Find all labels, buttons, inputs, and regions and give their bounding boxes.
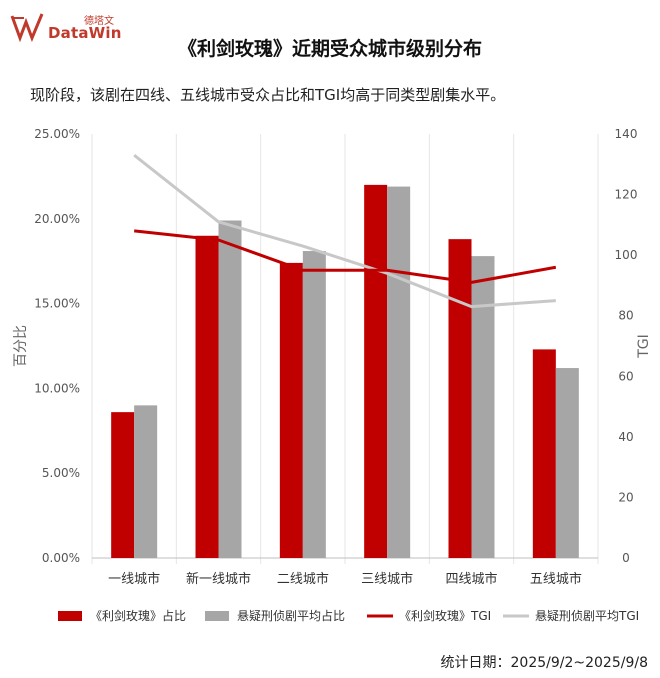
bar bbox=[111, 412, 135, 558]
plot-area: 0.00% 5.00% 10.00% 15.00% 20.00% 25.00% 0 20 40 6… bbox=[34, 127, 637, 587]
bar bbox=[532, 349, 556, 558]
y-tick-left: 20.00% bbox=[34, 212, 80, 226]
x-tick-label: 新一线城市 bbox=[186, 571, 251, 587]
bar bbox=[387, 186, 411, 559]
legend-swatch bbox=[58, 611, 82, 621]
y-tick-left: 15.00% bbox=[34, 297, 80, 311]
bar bbox=[195, 235, 219, 558]
y-tick-left: 10.00% bbox=[34, 381, 80, 395]
legend-label: 悬疑刑侦剧平均占比 bbox=[237, 608, 345, 623]
y-tick-right: 40 bbox=[618, 430, 633, 444]
y-tick-right: 120 bbox=[615, 188, 638, 202]
brand-name: DataWin bbox=[48, 24, 122, 42]
y-tick-right: 0 bbox=[622, 551, 630, 565]
bar bbox=[279, 262, 303, 558]
legend-label: 《利剑玫瑰》TGI bbox=[399, 608, 491, 623]
y-tick-right: 60 bbox=[618, 369, 633, 383]
x-tick-label: 四线城市 bbox=[445, 571, 497, 587]
chart-title: 《利剑玫瑰》近期受众城市级别分布 bbox=[177, 38, 482, 60]
legend-swatch bbox=[205, 611, 229, 621]
bar bbox=[471, 256, 495, 558]
x-tick-label: 一线城市 bbox=[108, 571, 160, 587]
bar bbox=[448, 239, 472, 559]
y-tick-left: 25.00% bbox=[34, 127, 80, 141]
chart-subtitle: 现阶段，该剧在四线、五线城市受众占比和TGI均高于同类型剧集水平。 bbox=[30, 86, 506, 104]
legend: 《利剑玫瑰》占比 悬疑刑侦剧平均占比 《利剑玫瑰》TGI 悬疑刑侦剧平均TGI bbox=[58, 608, 639, 623]
bar bbox=[134, 405, 158, 558]
series-line bbox=[133, 154, 556, 309]
y-tick-right: 20 bbox=[618, 490, 633, 504]
y-tick-left: 5.00% bbox=[42, 466, 80, 480]
legend-label: 《利剑玫瑰》占比 bbox=[90, 608, 186, 623]
x-tick-label: 五线城市 bbox=[530, 571, 582, 587]
bar bbox=[555, 368, 579, 558]
datawin-logo: 德塔文 DataWin bbox=[10, 10, 130, 44]
y-axis-title-right: TGI bbox=[636, 334, 652, 359]
stat-date: 统计日期：2025/9/2~2025/9/8 bbox=[440, 655, 648, 671]
datawin-logo-icon bbox=[10, 13, 44, 42]
brand-cn: 德塔文 bbox=[84, 16, 114, 27]
x-tick-label: 二线城市 bbox=[277, 571, 329, 587]
y-tick-right: 100 bbox=[615, 248, 638, 262]
legend-label: 悬疑刑侦剧平均TGI bbox=[535, 608, 639, 623]
y-tick-right: 80 bbox=[618, 309, 633, 323]
y-axis-title-left: 百分比 bbox=[13, 325, 29, 367]
bar bbox=[364, 184, 388, 558]
x-tick-label: 三线城市 bbox=[361, 571, 413, 587]
y-tick-left: 0.00% bbox=[42, 551, 80, 565]
bar bbox=[218, 220, 242, 558]
series-line bbox=[134, 229, 557, 284]
y-tick-right: 140 bbox=[615, 127, 638, 141]
bar bbox=[302, 251, 326, 559]
